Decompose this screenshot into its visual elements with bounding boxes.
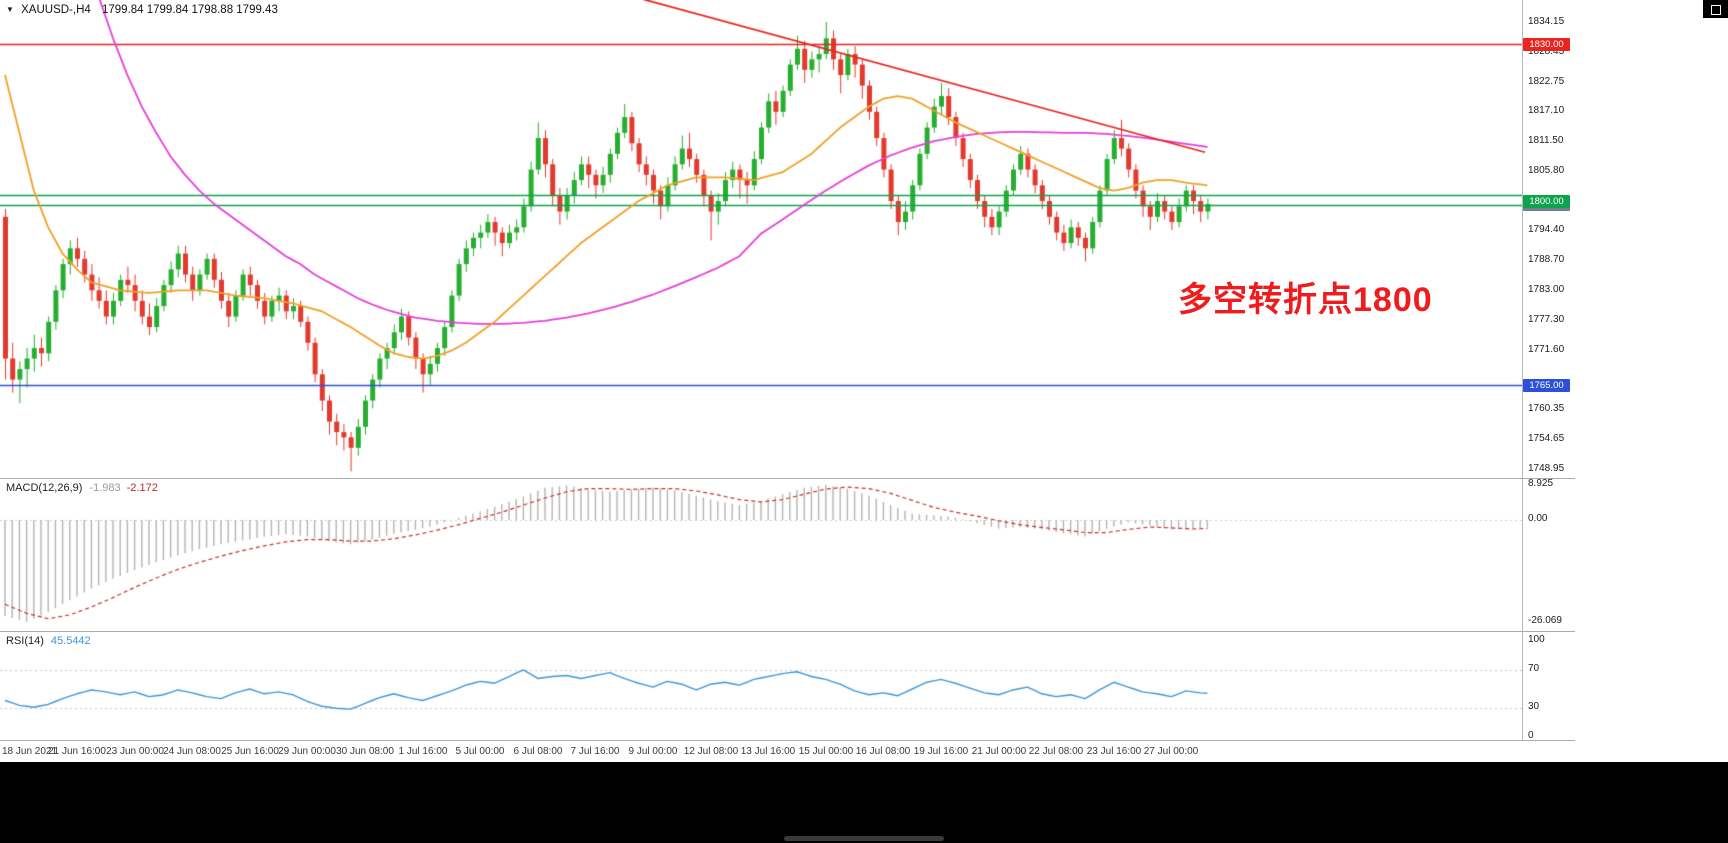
- price-tick-label: 1822.75: [1528, 76, 1565, 87]
- rsi-axis-label: 100: [1528, 634, 1545, 645]
- rsi-canvas[interactable]: [0, 632, 1522, 741]
- price-tick-label: 1828.45: [1528, 46, 1565, 57]
- price-axis-separator: [1522, 0, 1523, 740]
- time-tick-label: 23 Jun 00:00: [106, 746, 164, 757]
- price-tick-label: 1834.15: [1528, 16, 1565, 27]
- symbol-period-label: XAUUSD-,H4: [21, 4, 91, 16]
- time-tick-label: 22 Jul 08:00: [1028, 746, 1084, 757]
- time-tick-label: 6 Jul 08:00: [513, 746, 563, 757]
- chart-header: ▼ XAUUSD-,H4 1799.84 1799.84 1798.88 179…: [6, 4, 278, 16]
- bottom-taskbar: [0, 762, 1728, 843]
- macd-axis-label: -26.069: [1528, 615, 1562, 626]
- macd-canvas[interactable]: [0, 479, 1522, 631]
- price-tick-label: 1771.60: [1528, 344, 1565, 355]
- time-tick-label: 7 Jul 16:00: [570, 746, 620, 757]
- main-chart-canvas[interactable]: [0, 0, 1522, 477]
- rsi-axis-label: 30: [1528, 701, 1540, 712]
- macd-panel: MACD(12,26,9) -1.983 -2.172: [0, 478, 1575, 631]
- time-tick-label: 19 Jul 16:00: [913, 746, 969, 757]
- rsi-axis-label: 70: [1528, 663, 1540, 674]
- price-line-badge: 1830.00: [1523, 38, 1570, 51]
- time-tick-label: 16 Jul 08:00: [855, 746, 911, 757]
- chart-annotation-text: 多空转折点1800: [1178, 281, 1433, 319]
- window-restore-icon: [1711, 5, 1721, 15]
- price-tick-label: 1777.30: [1528, 314, 1565, 325]
- time-tick-label: 12 Jul 08:00: [683, 746, 739, 757]
- macd-name: MACD(12,26,9): [6, 482, 83, 494]
- rsi-value: 45.5442: [50, 635, 91, 647]
- price-tick-label: 1748.95: [1528, 463, 1565, 474]
- price-tick-label: 1754.65: [1528, 433, 1565, 444]
- price-line-badge: 1765.00: [1523, 379, 1570, 392]
- time-tick-label: 23 Jul 16:00: [1086, 746, 1142, 757]
- time-tick-label: 24 Jun 08:00: [163, 746, 221, 757]
- rsi-panel: RSI(14) 45.5442: [0, 631, 1575, 741]
- time-tick-label: 21 Jul 00:00: [971, 746, 1027, 757]
- price-tick-label: 1794.40: [1528, 224, 1565, 235]
- time-tick-label: 13 Jul 16:00: [740, 746, 796, 757]
- price-tick-label: 1817.10: [1528, 105, 1565, 116]
- rsi-axis-label: 0: [1528, 730, 1534, 741]
- time-tick-label: 21 Jun 16:00: [48, 746, 106, 757]
- macd-axis-label: 8.925: [1528, 478, 1554, 489]
- price-tick-label: 1811.50: [1528, 135, 1564, 146]
- time-tick-label: 15 Jul 00:00: [798, 746, 854, 757]
- price-tick-label: 1783.00: [1528, 284, 1565, 295]
- macd-main-value: -1.983: [89, 482, 121, 494]
- macd-signal-value: -2.172: [126, 482, 158, 494]
- price-tick-label: 1805.80: [1528, 165, 1565, 176]
- time-tick-label: 5 Jul 00:00: [455, 746, 505, 757]
- time-axis[interactable]: 18 Jun 2021 21 Jun 16:00 23 Jun 00:00 24 Ju…: [0, 740, 1575, 763]
- price-tick-label: 1788.70: [1528, 254, 1565, 265]
- screen-corner-overlay[interactable]: [1703, 0, 1728, 18]
- time-tick-label: 25 Jun 16:00: [221, 746, 279, 757]
- time-tick-label: 18 Jun 2021: [2, 746, 58, 757]
- macd-axis-label: 0.00: [1528, 513, 1548, 524]
- main-chart-panel: ▼ XAUUSD-,H4 1799.84 1799.84 1798.88 179…: [0, 0, 1522, 477]
- time-tick-label: 9 Jul 00:00: [628, 746, 678, 757]
- macd-label: MACD(12,26,9) -1.983 -2.172: [6, 482, 158, 494]
- rsi-name: RSI(14): [6, 635, 44, 647]
- symbol-dropdown-icon[interactable]: ▼: [6, 5, 14, 14]
- taskbar-hint[interactable]: [784, 836, 944, 841]
- rsi-label: RSI(14) 45.5442: [6, 635, 91, 647]
- time-tick-label: 30 Jun 08:00: [336, 746, 394, 757]
- ohlc-readout: 1799.84 1799.84 1798.88 1799.43: [101, 4, 278, 16]
- price-tick-label: 1760.35: [1528, 403, 1565, 414]
- time-tick-label: 27 Jul 00:00: [1143, 746, 1199, 757]
- time-tick-label: 1 Jul 16:00: [398, 746, 448, 757]
- price-line-badge: 1800.00: [1523, 195, 1570, 208]
- time-tick-label: 29 Jun 00:00: [278, 746, 336, 757]
